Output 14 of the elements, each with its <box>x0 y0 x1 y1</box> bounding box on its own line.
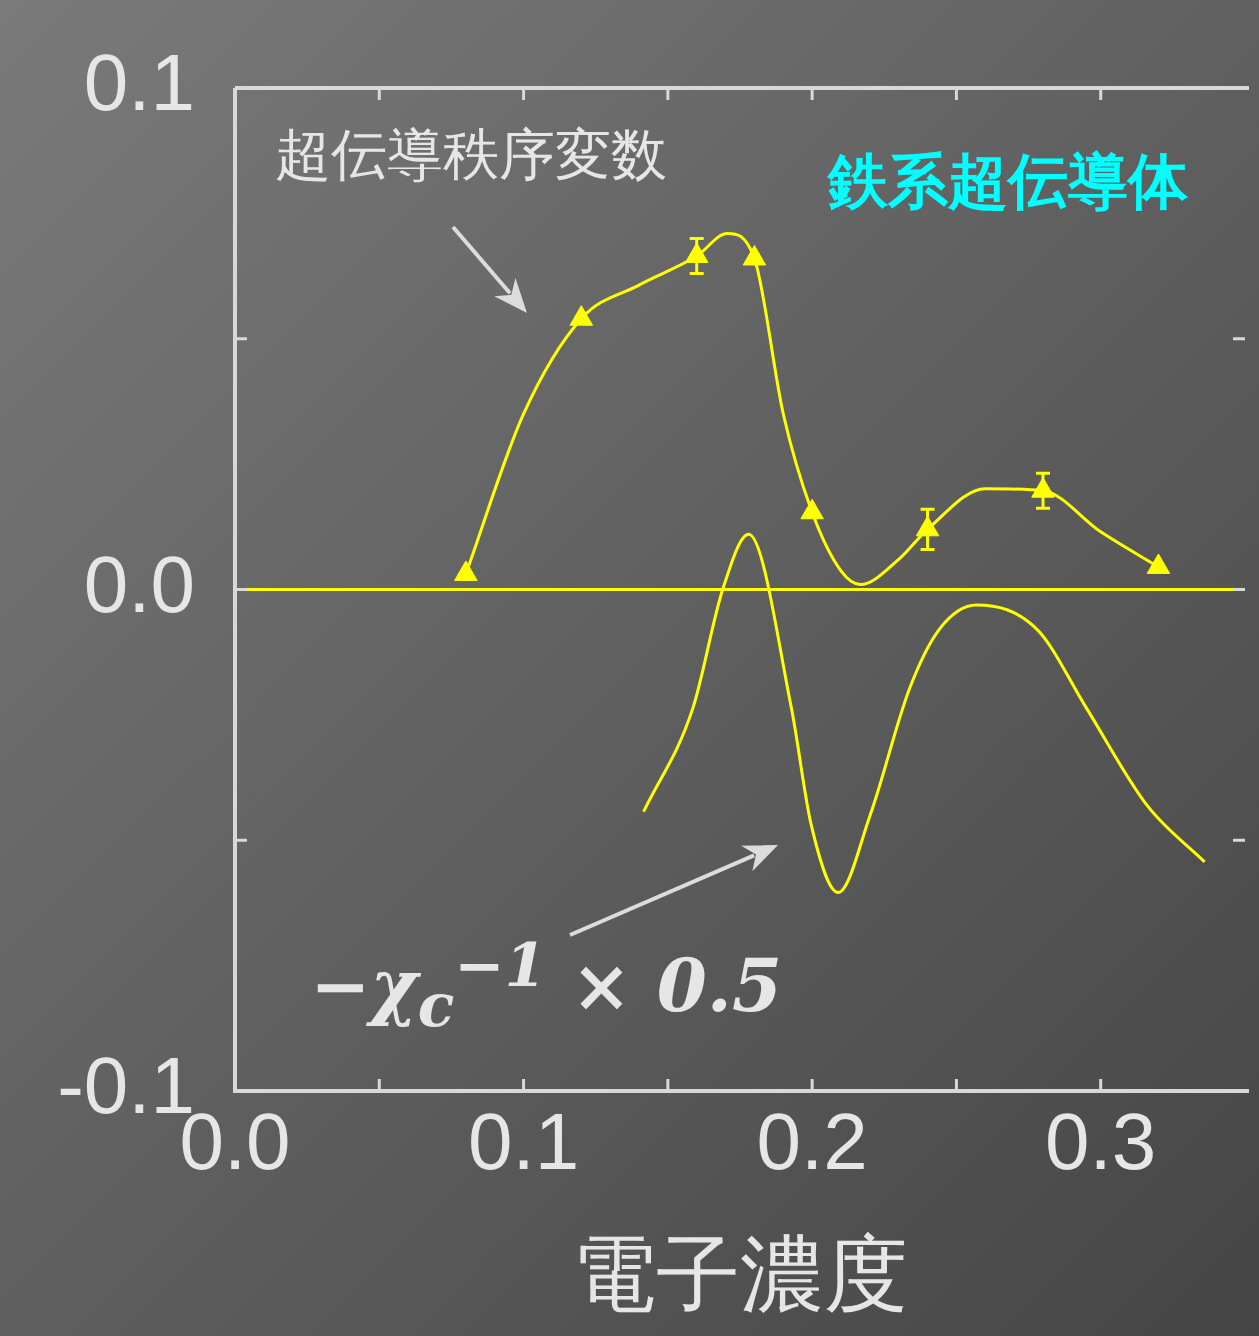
point <box>454 560 478 581</box>
x-tick-label: 0.3 <box>1045 1097 1157 1187</box>
annotation: 超伝導秩序変数 <box>275 121 667 189</box>
annotation: −χ$_{c}$$^{−1}$ × 0.5 <box>310 930 782 1041</box>
y-tick-label: 0.0 <box>83 539 195 629</box>
point <box>742 245 767 266</box>
point <box>569 305 594 326</box>
point <box>800 498 824 520</box>
annotation: 鉄系超伝導体 <box>828 145 1188 218</box>
x-tick-label: 0.2 <box>756 1097 868 1187</box>
x-tick-label: 0.1 <box>467 1097 580 1187</box>
x-axis-title: 電子濃度 <box>572 1225 908 1324</box>
point <box>1146 553 1171 574</box>
y-tick-label: 0.1 <box>83 38 195 128</box>
